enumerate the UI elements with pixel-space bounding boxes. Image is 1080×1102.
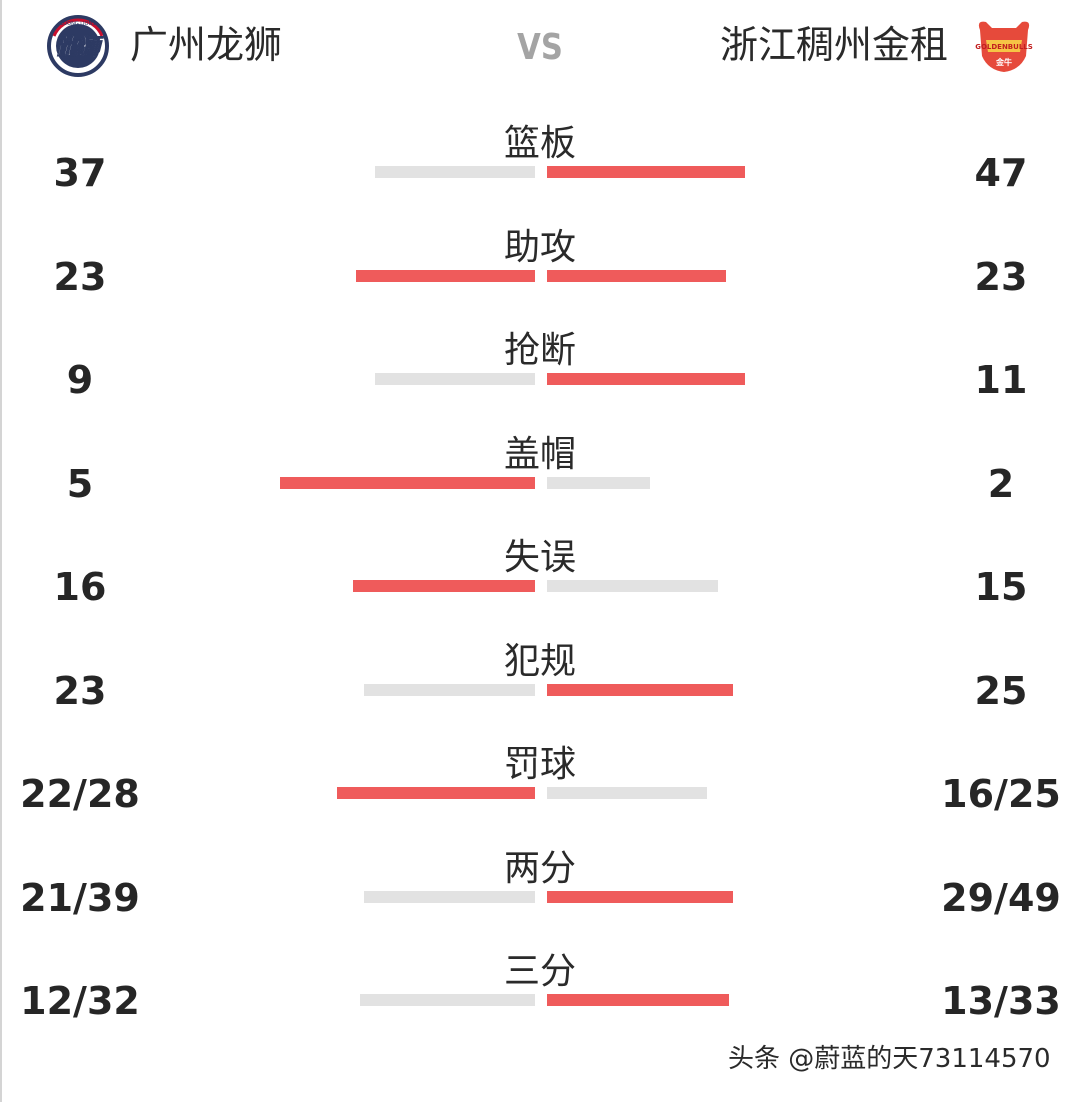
away-stat-bar [547, 373, 745, 385]
stat-row: 抢断 9 11 [0, 331, 1080, 435]
home-stat-value: 9 [66, 358, 94, 402]
away-team-name: 浙江稠州金租 [719, 23, 948, 67]
stat-row: 失误 16 15 [0, 538, 1080, 642]
home-stat-bar [356, 270, 535, 282]
away-logo-text: GOLDENBULLS [975, 43, 1033, 51]
home-stat-bar [364, 891, 535, 903]
away-stat-bar [547, 787, 707, 799]
home-team-name: 广州龙狮 [130, 23, 283, 67]
away-logo-subtext: 金牛 [995, 57, 1012, 67]
home-stat-value: 12/32 [20, 979, 140, 1023]
stat-row: 两分 21/39 29/49 [0, 849, 1080, 953]
home-stat-bar [353, 580, 535, 592]
stat-label: 盖帽 [503, 434, 577, 475]
stat-row: 助攻 23 23 [0, 228, 1080, 332]
stat-label: 犯规 [503, 641, 577, 682]
stat-row: 盖帽 5 2 [0, 435, 1080, 539]
home-stat-bar [360, 994, 535, 1006]
vs-label: VS [517, 27, 563, 68]
away-stat-bar [547, 270, 726, 282]
stat-row: 三分 12/32 13/33 [0, 952, 1080, 1056]
away-stat-bar [547, 994, 729, 1006]
home-stat-value: 22/28 [20, 772, 140, 816]
home-logo-text: 龍獅 [56, 34, 104, 60]
away-stat-bar [547, 477, 650, 489]
away-stat-bar [547, 684, 733, 696]
away-stat-bar [547, 891, 733, 903]
stat-row: 罚球 22/28 16/25 [0, 745, 1080, 849]
stat-row: 篮板 37 47 [0, 124, 1080, 228]
home-stat-value: 5 [66, 462, 94, 506]
stat-row: 犯规 23 25 [0, 642, 1080, 746]
stat-label: 助攻 [503, 227, 577, 268]
home-logo-ring-text: LOONG LIONS [61, 21, 96, 27]
away-stat-value: 13/33 [941, 979, 1061, 1023]
home-stat-bar [375, 166, 535, 178]
stat-label: 罚球 [503, 744, 577, 785]
away-stat-bar [547, 166, 745, 178]
match-header: LOONG LIONS 龍獅 广州龙狮 VS 浙江稠州金租 GOLDENBULL… [0, 0, 1080, 100]
away-stat-value: 23 [974, 255, 1028, 299]
stat-label: 失误 [503, 537, 577, 578]
home-stat-value: 16 [53, 565, 107, 609]
away-stat-value: 16/25 [941, 772, 1061, 816]
left-edge-divider [0, 0, 2, 1102]
home-stat-value: 21/39 [20, 876, 140, 920]
away-stat-value: 2 [987, 462, 1015, 506]
home-stat-value: 37 [53, 151, 107, 195]
away-stat-value: 47 [974, 151, 1028, 195]
zhejiang-golden-bulls-logo: GOLDENBULLS 金牛 [975, 21, 1033, 73]
stat-label: 两分 [503, 848, 577, 889]
home-stat-bar [364, 684, 535, 696]
away-stat-value: 11 [974, 358, 1028, 402]
watermark: 头条 @蔚蓝的天73114570 [728, 1044, 1051, 1074]
guangzhou-loong-lions-logo: LOONG LIONS 龍獅 [47, 15, 109, 77]
away-stat-value: 29/49 [941, 876, 1061, 920]
home-stat-bar [337, 787, 535, 799]
stat-label: 篮板 [503, 123, 577, 164]
stat-label: 三分 [503, 951, 577, 992]
away-stat-value: 25 [974, 669, 1028, 713]
home-stat-value: 23 [53, 255, 107, 299]
away-stat-bar [547, 580, 718, 592]
home-stat-bar [375, 373, 535, 385]
away-stat-value: 15 [974, 565, 1028, 609]
home-stat-bar [280, 477, 535, 489]
stat-label: 抢断 [503, 330, 577, 371]
home-stat-value: 23 [53, 669, 107, 713]
